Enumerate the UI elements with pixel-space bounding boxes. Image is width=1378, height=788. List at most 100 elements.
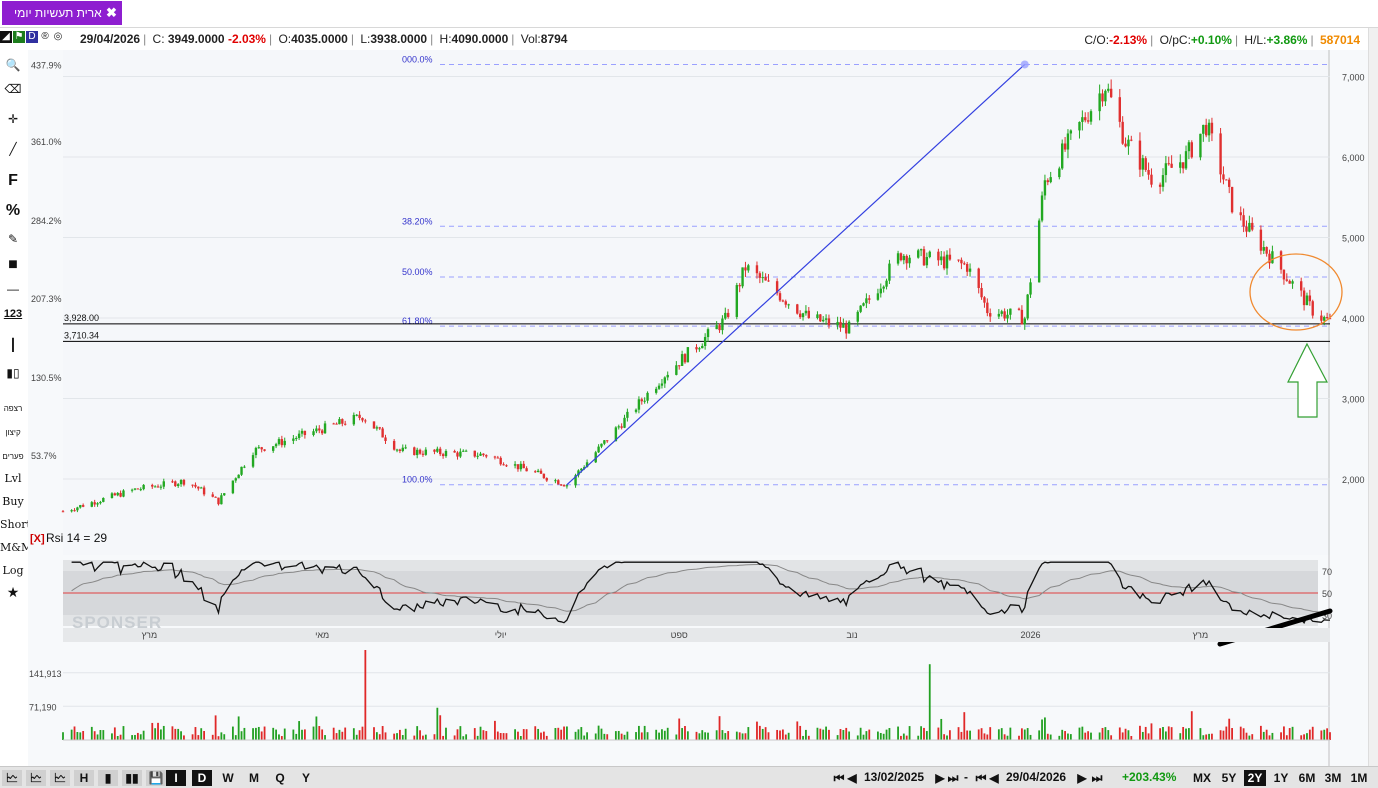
candle-body [174, 481, 177, 487]
crosshair-icon[interactable]: ✛ [7, 112, 19, 126]
volume-bar [856, 735, 859, 740]
volume-bar [139, 734, 142, 740]
price-chart[interactable]: 2,000 3,000 4,000 5,000 6,000 7,000 437.9% 361.… [0, 50, 1368, 766]
volume-bar [617, 730, 620, 740]
star-icon[interactable]: ★ [6, 584, 20, 600]
start-date[interactable]: 13/02/2025 [864, 770, 925, 784]
bar-chart-icon[interactable]: 🗠 [26, 770, 46, 786]
vline-icon[interactable]: ┃ [9, 338, 17, 352]
chart-type-icon[interactable]: ◢ [0, 31, 12, 43]
range-5y[interactable]: 5Y [1221, 771, 1237, 785]
first-start-icon[interactable]: ⏮ [833, 771, 845, 785]
search-icon[interactable]: 🔍 [5, 58, 21, 72]
candle-body [320, 430, 324, 434]
tab-chart[interactable]: ✖ ארית תעשיות יומי [2, 1, 122, 25]
line-tool-icon[interactable]: ╱ [9, 142, 17, 156]
candle-body [1204, 124, 1208, 136]
end-date[interactable]: 29/04/2026 [1006, 770, 1067, 784]
target-icon[interactable]: ◎ [53, 31, 63, 42]
candle-chart-icon[interactable]: 🗠 [2, 770, 22, 786]
fibonacci-icon[interactable]: F [8, 172, 18, 189]
volume-bar [157, 722, 159, 740]
candle-body [251, 455, 255, 467]
flag-icon[interactable]: ⚑ [13, 31, 25, 43]
volume-bar [583, 735, 586, 740]
volume-bar [301, 729, 303, 740]
candle-body [1167, 163, 1170, 165]
candles-icon[interactable]: ▮▯ [6, 366, 20, 380]
registered-icon[interactable]: ® [41, 31, 49, 42]
numbers-icon[interactable]: 123 [3, 308, 23, 320]
close-icon[interactable]: ✖ [106, 5, 117, 20]
volume-bar [220, 732, 223, 740]
prev-start-icon[interactable]: ◀ [847, 771, 857, 785]
volume-bar [355, 734, 358, 740]
range-3m[interactable]: 3M [1324, 771, 1342, 785]
percent-icon[interactable]: % [5, 202, 21, 219]
eraser-icon[interactable]: ⌫ [4, 82, 22, 96]
prev-end-icon[interactable]: ◀ [989, 771, 999, 785]
volume-bar [925, 731, 928, 740]
next-start-icon[interactable]: ▶ [935, 771, 945, 785]
volume-bar [784, 734, 787, 740]
range-1y[interactable]: 1Y [1273, 771, 1289, 785]
volume-bar [1248, 735, 1251, 740]
edit-icon[interactable]: ✎ [7, 232, 19, 246]
line-chart-icon[interactable]: 🗠 [50, 770, 70, 786]
box-icon[interactable]: ▮ [98, 770, 118, 786]
period-w[interactable]: W [222, 771, 234, 785]
candle-body [424, 449, 428, 455]
toolbar-heb-2[interactable]: פערים [2, 452, 24, 461]
candle-body [1037, 220, 1041, 283]
color-icon[interactable]: ▮▮ [122, 770, 142, 786]
save-icon[interactable]: 💾 [146, 770, 166, 786]
toolbar-heb-1[interactable]: קיצון [5, 428, 21, 437]
volume-bar [191, 734, 194, 740]
candle-body [623, 417, 626, 428]
period-q[interactable]: Q [275, 771, 285, 785]
period-m[interactable]: M [249, 771, 259, 785]
volume-bar [897, 726, 899, 740]
pct-tick-label: 53.7% [31, 451, 57, 461]
pct-tick-label: 437.9% [31, 60, 62, 70]
range-2y[interactable]: 2Y [1244, 770, 1266, 786]
toolbar-mm-button[interactable]: M&M [0, 541, 33, 554]
period-y[interactable]: Y [301, 771, 310, 785]
toolbar-log-button[interactable]: Log [2, 564, 24, 577]
ticker-icon[interactable]: D [26, 31, 38, 43]
rsi-close-button[interactable]: [X] [30, 533, 45, 545]
period-d[interactable]: D [192, 770, 212, 786]
first-end-icon[interactable]: ⏮ [975, 771, 987, 785]
range-mx[interactable]: MX [1193, 771, 1211, 785]
security-code: 587014 [1319, 33, 1360, 47]
range-1m[interactable]: 1M [1350, 771, 1368, 785]
volume-bar [122, 726, 125, 740]
price-tick-label: 5,000 [1342, 234, 1365, 244]
candle-body [1262, 247, 1265, 251]
toolbar-buy-button[interactable]: Buy [2, 495, 24, 508]
volume-bar [586, 732, 588, 740]
volume-bar [162, 725, 165, 740]
candle-body [1222, 174, 1225, 180]
toolbar-heb-0[interactable]: רצפה [3, 404, 23, 413]
candle-body [798, 313, 802, 318]
candle-body [338, 419, 341, 425]
volume-bar [1038, 730, 1041, 740]
hl-icon[interactable]: H [74, 770, 94, 786]
candle-body [1049, 177, 1052, 183]
period-i[interactable]: I [166, 770, 186, 786]
toolbar-short-button[interactable]: Short [0, 518, 31, 531]
last-end-icon[interactable]: ⏭ [1091, 771, 1103, 785]
last-start-icon[interactable]: ⏭ [947, 771, 959, 785]
toolbar-lvl-button[interactable]: Lvl [4, 472, 22, 485]
range-6m[interactable]: 6M [1298, 771, 1316, 785]
open-value: 4035.0000 [291, 32, 348, 46]
fill-icon[interactable]: ■ [8, 256, 18, 273]
volume-bar [554, 727, 557, 740]
next-end-icon[interactable]: ▶ [1077, 771, 1087, 785]
hline-icon[interactable]: — [7, 282, 19, 296]
volume-bar [93, 731, 96, 740]
volume-bar [534, 726, 537, 740]
scrollbar[interactable] [1368, 28, 1378, 766]
volume-bar [805, 729, 807, 740]
